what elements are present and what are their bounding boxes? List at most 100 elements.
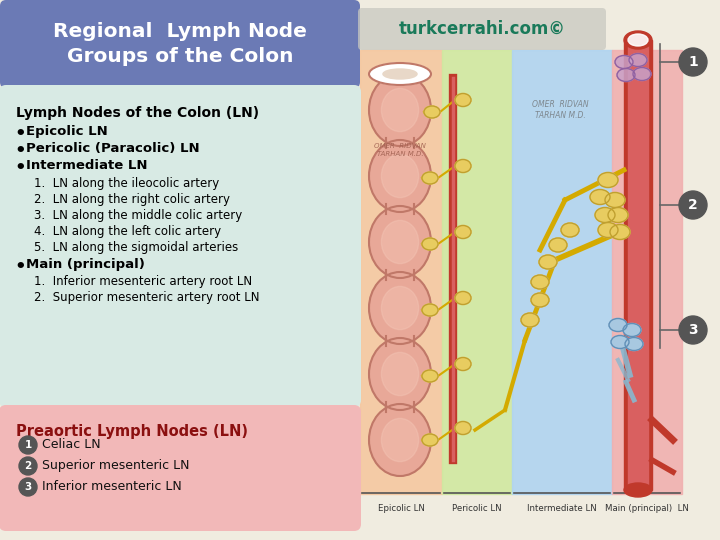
Ellipse shape — [615, 56, 633, 69]
Text: 2: 2 — [688, 198, 698, 212]
Bar — [624, 40, 652, 490]
Ellipse shape — [382, 154, 418, 198]
Bar — [386, 204, 414, 214]
Ellipse shape — [611, 335, 629, 348]
Text: 5.  LN along the sigmoidal arteries: 5. LN along the sigmoidal arteries — [34, 241, 238, 254]
Text: Inferior mesenteric LN: Inferior mesenteric LN — [42, 480, 181, 492]
Ellipse shape — [382, 89, 418, 132]
Text: Main (principal)  LN: Main (principal) LN — [605, 504, 689, 513]
Text: 2.  LN along the right colic artery: 2. LN along the right colic artery — [34, 193, 230, 206]
Text: Epicolic LN: Epicolic LN — [26, 125, 108, 138]
Ellipse shape — [628, 34, 648, 46]
Ellipse shape — [633, 68, 651, 80]
Ellipse shape — [383, 69, 417, 79]
Text: 4.  LN along the left colic artery: 4. LN along the left colic artery — [34, 225, 221, 238]
Ellipse shape — [590, 190, 610, 205]
Ellipse shape — [595, 207, 615, 222]
Ellipse shape — [382, 353, 418, 396]
Ellipse shape — [629, 53, 647, 66]
Text: Main (principal): Main (principal) — [26, 258, 145, 271]
FancyBboxPatch shape — [0, 405, 361, 531]
Bar — [386, 336, 414, 346]
Text: 2: 2 — [24, 461, 32, 471]
Text: Intermediate LN: Intermediate LN — [527, 504, 597, 513]
Circle shape — [679, 48, 707, 76]
Text: Pericolic (Paracolic) LN: Pericolic (Paracolic) LN — [26, 142, 199, 155]
FancyBboxPatch shape — [0, 0, 360, 88]
Ellipse shape — [369, 338, 431, 410]
Ellipse shape — [531, 293, 549, 307]
Ellipse shape — [624, 31, 652, 49]
Text: turkcerrahi.com©: turkcerrahi.com© — [399, 20, 565, 38]
Ellipse shape — [422, 238, 438, 250]
Bar — [386, 138, 414, 148]
Text: Regional  Lymph Node
Groups of the Colon: Regional Lymph Node Groups of the Colon — [53, 22, 307, 66]
Ellipse shape — [549, 238, 567, 252]
Ellipse shape — [422, 172, 438, 184]
Circle shape — [19, 457, 37, 475]
Ellipse shape — [609, 319, 627, 332]
FancyBboxPatch shape — [358, 8, 606, 50]
Ellipse shape — [624, 483, 652, 497]
Text: 1.  LN along the ileocolic artery: 1. LN along the ileocolic artery — [34, 177, 220, 190]
Ellipse shape — [422, 434, 438, 446]
Text: Superior mesenteric LN: Superior mesenteric LN — [42, 458, 189, 471]
Ellipse shape — [455, 226, 471, 239]
Ellipse shape — [382, 418, 418, 462]
Ellipse shape — [610, 225, 630, 240]
Text: •: • — [14, 258, 26, 276]
Ellipse shape — [369, 74, 431, 146]
Circle shape — [19, 436, 37, 454]
Ellipse shape — [382, 220, 418, 264]
Circle shape — [679, 191, 707, 219]
Circle shape — [19, 478, 37, 496]
Ellipse shape — [455, 357, 471, 370]
Ellipse shape — [422, 370, 438, 382]
Text: Pericolic LN: Pericolic LN — [452, 504, 502, 513]
Text: 1.  Inferior mesenteric artery root LN: 1. Inferior mesenteric artery root LN — [34, 275, 252, 288]
Bar — [612, 50, 682, 494]
Bar — [442, 50, 512, 494]
Ellipse shape — [455, 93, 471, 106]
FancyBboxPatch shape — [0, 85, 361, 407]
Ellipse shape — [369, 272, 431, 344]
Text: 1: 1 — [688, 55, 698, 69]
Ellipse shape — [605, 192, 625, 207]
Text: 3: 3 — [688, 323, 698, 337]
Text: •: • — [14, 159, 26, 177]
Text: Lymph Nodes of the Colon (LN): Lymph Nodes of the Colon (LN) — [16, 106, 259, 120]
Text: Preaortic Lymph Nodes (LN): Preaortic Lymph Nodes (LN) — [16, 424, 248, 439]
Ellipse shape — [561, 223, 579, 237]
Ellipse shape — [531, 275, 549, 289]
Ellipse shape — [455, 292, 471, 305]
Text: 3.  LN along the middle colic artery: 3. LN along the middle colic artery — [34, 209, 242, 222]
Ellipse shape — [369, 63, 431, 85]
Text: 3: 3 — [24, 482, 32, 492]
Ellipse shape — [422, 304, 438, 316]
Text: •: • — [14, 125, 26, 143]
Ellipse shape — [424, 106, 440, 118]
Bar — [360, 50, 442, 494]
Circle shape — [679, 316, 707, 344]
Ellipse shape — [455, 159, 471, 172]
Ellipse shape — [608, 207, 628, 222]
Ellipse shape — [617, 69, 635, 82]
Text: Epicolic LN: Epicolic LN — [377, 504, 424, 513]
Text: Celiac LN: Celiac LN — [42, 437, 101, 450]
Text: •: • — [14, 142, 26, 160]
Ellipse shape — [598, 222, 618, 238]
Ellipse shape — [623, 323, 641, 336]
Bar — [386, 402, 414, 412]
Ellipse shape — [598, 172, 618, 187]
Ellipse shape — [369, 206, 431, 278]
Text: Intermediate LN: Intermediate LN — [26, 159, 148, 172]
Ellipse shape — [625, 338, 643, 350]
Ellipse shape — [369, 404, 431, 476]
Bar — [386, 270, 414, 280]
Text: 1: 1 — [24, 440, 32, 450]
Text: 2.  Superior mesenteric artery root LN: 2. Superior mesenteric artery root LN — [34, 291, 259, 304]
Text: OMER  RIDVAN
TARHAN M.D.: OMER RIDVAN TARHAN M.D. — [374, 144, 426, 157]
Text: OMER  RIDVAN
TARHAN M.D.: OMER RIDVAN TARHAN M.D. — [531, 100, 588, 120]
Ellipse shape — [539, 255, 557, 269]
Ellipse shape — [382, 286, 418, 329]
